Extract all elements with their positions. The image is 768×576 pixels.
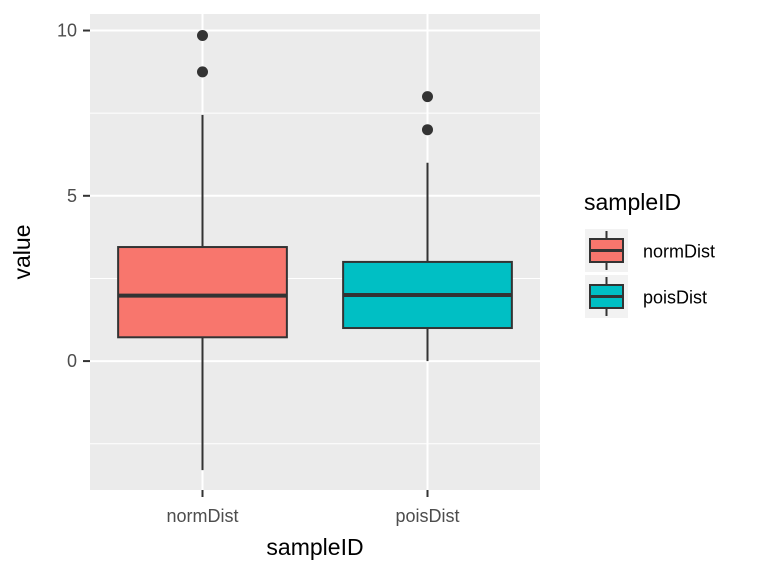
box-body <box>117 246 288 339</box>
legend-label: normDist <box>643 242 715 262</box>
y-tick-label: 0 <box>67 351 77 371</box>
legend-item-poisDist: poisDist <box>585 275 707 318</box>
y-axis: 0 5 10 <box>57 21 90 371</box>
x-axis-title: sampleID <box>266 534 363 560</box>
x-tick-label: poisDist <box>395 506 459 526</box>
box-layer <box>117 29 513 471</box>
legend-title: sampleID <box>584 189 681 215</box>
box-poisDist <box>342 91 513 362</box>
outlier-point <box>197 66 208 78</box>
legend: sampleID normDist poisDist <box>584 189 715 318</box>
legend-label: poisDist <box>643 288 707 308</box>
x-axis: normDist poisDist <box>166 490 460 526</box>
y-tick-label: 10 <box>57 21 77 41</box>
y-axis-title: value <box>9 225 35 280</box>
outlier-point <box>197 29 208 41</box>
box-normDist <box>117 29 288 471</box>
legend-item-normDist: normDist <box>585 229 715 272</box>
x-tick-label: normDist <box>166 506 238 526</box>
outlier-point <box>422 124 433 136</box>
y-tick-label: 5 <box>67 186 77 206</box>
outlier-point <box>422 91 433 103</box>
